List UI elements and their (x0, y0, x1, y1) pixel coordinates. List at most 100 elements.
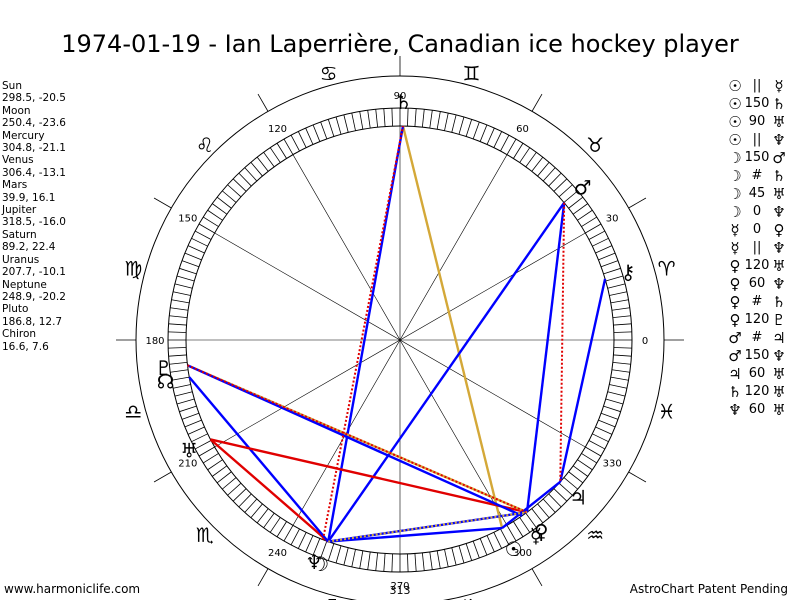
degree-tick (176, 275, 195, 282)
degree-tick (611, 369, 630, 373)
aspect-line-uranus-venus (210, 438, 528, 514)
aspect-planet-a: ☉ (728, 95, 742, 113)
degree-tick (238, 172, 252, 187)
degree-tick (181, 260, 200, 268)
aspect-planet-a: ♂ (728, 347, 742, 365)
degree-tick (297, 532, 307, 549)
degree-tick (611, 307, 630, 311)
planet-name-pluto: Pluto (2, 303, 29, 316)
zodiac-sign-icon: ♒ (586, 523, 604, 547)
degree-tick (181, 412, 200, 420)
degree-tick (283, 525, 294, 542)
degree-marker (628, 197, 647, 209)
chart-title: 1974-01-19 - Ian Laperrière, Canadian ic… (61, 30, 739, 58)
chiron-icon: ⚷ (621, 260, 636, 284)
degree-tick (407, 553, 409, 572)
degree-tick (553, 178, 568, 192)
degree-tick (421, 109, 425, 128)
degree-tick (493, 532, 503, 549)
planet-name-mars: Mars (2, 179, 28, 192)
aspect-planet-a: ♀ (729, 311, 741, 329)
aspect-planet-a: ♂ (728, 329, 742, 347)
degree-tick (335, 545, 342, 564)
degree-marker (257, 568, 269, 587)
degree-label-330: 330 (603, 459, 622, 470)
degree-tick (500, 134, 510, 152)
degree-tick (577, 459, 593, 471)
degree-tick (451, 547, 457, 566)
degree-tick (609, 291, 628, 296)
degree-tick (351, 549, 356, 568)
saturn-icon: ♄ (394, 90, 412, 114)
degree-tick (605, 275, 624, 282)
degree-tick (465, 543, 473, 561)
aspect-row: ♀ 60 ♆ (726, 275, 798, 293)
degree-tick (222, 477, 237, 490)
degree-tick (444, 549, 449, 568)
degree-tick (568, 471, 584, 484)
aspect-planet-b: ♇ (772, 311, 786, 329)
aspect-line-pluto-venus (187, 364, 528, 514)
degree-tick (232, 488, 247, 502)
aspect-planet-a: ♆ (728, 401, 742, 419)
degree-tick (500, 528, 510, 546)
degree-tick (421, 552, 425, 571)
aspect-planet-a: ♄ (728, 383, 742, 401)
aspect-planet-b: ♅ (772, 401, 786, 419)
degree-tick (603, 405, 621, 413)
planet-values-chiron: 16.6, 7.6 (2, 340, 49, 353)
aspect-symbol: 60 (748, 402, 766, 417)
degree-tick (276, 143, 287, 159)
degree-tick (194, 440, 212, 450)
degree-tick (290, 528, 300, 546)
degree-tick (572, 203, 588, 215)
degree-tick (613, 331, 632, 333)
aspect-planet-b: ♅ (772, 257, 786, 275)
degree-tick (458, 545, 465, 564)
planet-name-venus: Venus (2, 154, 34, 167)
degree-tick (179, 405, 197, 413)
degree-tick (359, 111, 364, 130)
degree-tick (203, 453, 219, 464)
aspect-planet-a: ☿ (730, 221, 740, 239)
degree-tick (436, 111, 441, 130)
degree-tick (607, 283, 626, 289)
degree-tick (207, 209, 223, 221)
aspect-planet-a: ♃ (728, 365, 742, 383)
aspect-symbol: # (751, 330, 763, 345)
aspect-planet-b: ♄ (772, 95, 786, 113)
degree-tick (513, 521, 524, 537)
degree-marker (257, 93, 269, 112)
degree-tick (250, 162, 263, 177)
degree-tick (169, 315, 188, 319)
aspect-symbol: # (751, 294, 763, 309)
degree-tick (203, 216, 219, 227)
degree-tick (600, 260, 619, 268)
degree-tick (542, 167, 556, 182)
degree-tick (227, 184, 242, 198)
aspect-planet-b: ♅ (772, 113, 786, 131)
aspect-symbol: 60 (748, 276, 766, 291)
sign-spoke (214, 232, 586, 448)
degree-tick (563, 477, 578, 490)
degree-tick (531, 508, 544, 524)
degree-tick (176, 398, 195, 405)
degree-tick (320, 540, 328, 559)
degree-tick (429, 110, 433, 129)
degree-tick (581, 453, 597, 464)
degree-tick (479, 124, 488, 142)
aspect-symbol: 90 (748, 114, 766, 129)
zodiac-sign-icon: ♎ (124, 399, 142, 423)
aspect-symbol: 60 (748, 366, 766, 381)
aspect-symbol: # (751, 168, 763, 183)
degree-tick (610, 299, 629, 304)
aspect-line-jupiter-chiron (559, 278, 607, 483)
aspect-planet-a: ♀ (729, 257, 741, 275)
aspect-row: ♃ 60 ♅ (726, 365, 798, 383)
degree-tick (283, 138, 294, 155)
planet-name-sun: Sun (2, 80, 22, 92)
degree-tick (174, 283, 193, 289)
aspect-planet-b: ♄ (772, 293, 786, 311)
degree-tick (506, 525, 517, 542)
degree-tick (198, 446, 215, 457)
